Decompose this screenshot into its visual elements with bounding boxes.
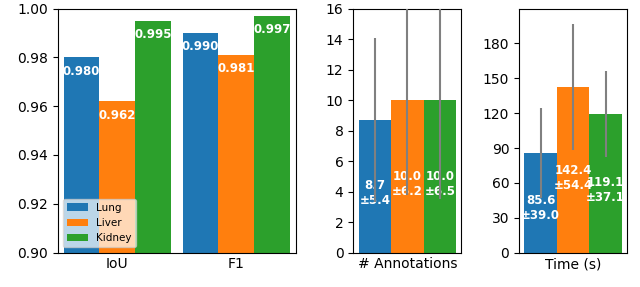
Text: 0.980: 0.980 — [63, 65, 100, 78]
Bar — [135, 21, 171, 287]
Text: 119.1
±37.1: 119.1 ±37.1 — [586, 176, 625, 204]
Bar — [524, 153, 557, 253]
Bar — [557, 87, 589, 253]
Bar — [99, 101, 135, 287]
Text: 0.997: 0.997 — [253, 23, 291, 36]
Text: 142.4
±54.4: 142.4 ±54.4 — [554, 164, 593, 192]
Bar — [182, 33, 218, 287]
Bar — [391, 100, 424, 253]
Text: 0.981: 0.981 — [218, 62, 255, 75]
Text: 85.6
±39.0: 85.6 ±39.0 — [521, 194, 560, 222]
Bar — [589, 114, 622, 253]
Text: 10.0
±6.2: 10.0 ±6.2 — [392, 170, 423, 198]
Text: 10.0
±6.5: 10.0 ±6.5 — [424, 170, 455, 198]
Text: 0.990: 0.990 — [182, 40, 219, 53]
Legend: Lung, Liver, Kidney: Lung, Liver, Kidney — [63, 199, 136, 247]
Bar — [358, 120, 391, 253]
Text: 8.7
±5.4: 8.7 ±5.4 — [360, 179, 390, 207]
Bar — [424, 100, 456, 253]
Bar — [218, 55, 254, 287]
Text: 0.962: 0.962 — [99, 109, 136, 122]
Text: 0.995: 0.995 — [134, 28, 172, 41]
Bar — [63, 57, 99, 287]
Bar — [254, 16, 290, 287]
